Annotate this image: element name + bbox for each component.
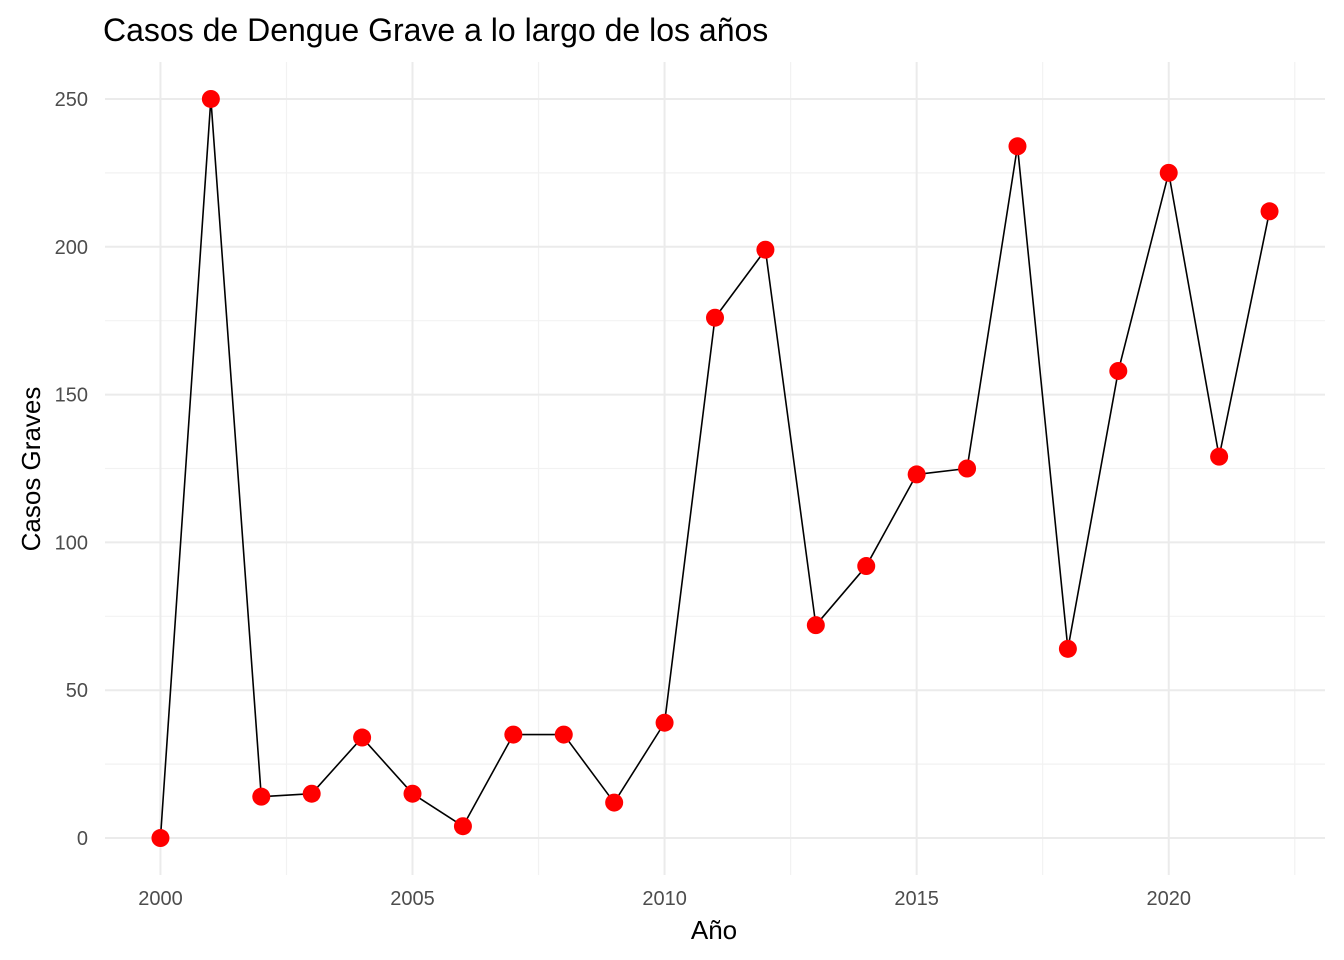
data-point [1008, 137, 1027, 156]
y-tick-label: 0 [77, 828, 88, 850]
x-tick-label: 2015 [894, 888, 939, 910]
y-axis-ticks: 0 50 100 150 200 250 [55, 89, 88, 850]
grid-minor [105, 62, 1325, 875]
data-point [554, 725, 573, 744]
data-point [958, 459, 977, 478]
data-point [453, 817, 472, 836]
x-tick-label: 2010 [642, 888, 687, 910]
y-tick-label: 250 [55, 89, 88, 111]
data-point [1058, 639, 1077, 658]
y-axis-title: Casos Graves [16, 387, 46, 552]
data-point [403, 784, 422, 803]
x-tick-label: 2005 [390, 888, 435, 910]
data-point [655, 713, 674, 732]
data-point [857, 557, 876, 576]
y-tick-label: 50 [66, 680, 88, 702]
data-point [353, 728, 372, 747]
data-point [1109, 361, 1128, 380]
data-point [201, 89, 220, 108]
data-point [706, 308, 724, 327]
data-point [151, 829, 170, 848]
series-points-group [151, 89, 1279, 848]
data-point [1159, 163, 1178, 182]
y-tick-label: 200 [55, 237, 88, 259]
data-point [302, 784, 321, 803]
y-tick-label: 150 [55, 385, 88, 407]
chart-title: Casos de Dengue Grave a lo largo de los … [103, 12, 768, 48]
data-point [806, 616, 825, 635]
x-axis-title: Año [691, 915, 737, 945]
x-tick-label: 2000 [138, 888, 183, 910]
x-tick-label: 2020 [1146, 888, 1191, 910]
data-point [252, 787, 271, 806]
data-point [605, 793, 624, 812]
y-tick-label: 100 [55, 532, 88, 554]
data-point [756, 240, 775, 259]
grid-major [105, 62, 1325, 875]
data-point [907, 465, 926, 484]
data-point [1260, 202, 1279, 221]
data-point [504, 725, 523, 744]
data-point [1210, 447, 1229, 466]
x-axis-ticks: 2000 2005 2010 2015 2020 [138, 888, 1191, 910]
